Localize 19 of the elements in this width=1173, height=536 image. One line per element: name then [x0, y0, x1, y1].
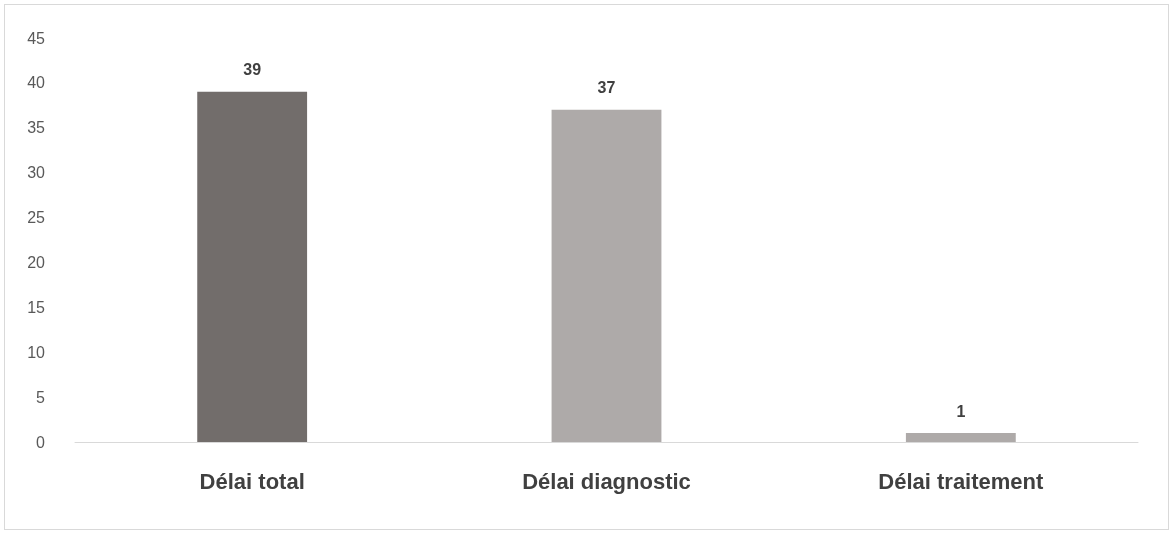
x-tick-label: Délai total: [199, 468, 305, 494]
x-tick-label: Délai diagnostic: [522, 468, 691, 494]
y-tick-label: 5: [36, 388, 46, 406]
data-label: 37: [597, 79, 616, 97]
y-tick-label: 25: [27, 209, 46, 227]
y-tick-label: 20: [27, 253, 46, 271]
y-tick-label: 45: [27, 29, 46, 47]
y-tick-label: 30: [27, 164, 46, 182]
x-tick-label: Délai traitement: [878, 468, 1045, 494]
data-label: 39: [243, 61, 262, 79]
y-tick-label: 10: [27, 343, 46, 361]
bar: [551, 109, 662, 442]
data-label: 1: [956, 402, 966, 420]
y-tick-label: 15: [27, 298, 46, 316]
y-tick-label: 0: [36, 433, 46, 451]
y-tick-label: 40: [27, 74, 46, 92]
bar: [197, 91, 308, 442]
y-tick-label: 35: [27, 119, 46, 137]
bar: [905, 433, 1016, 442]
